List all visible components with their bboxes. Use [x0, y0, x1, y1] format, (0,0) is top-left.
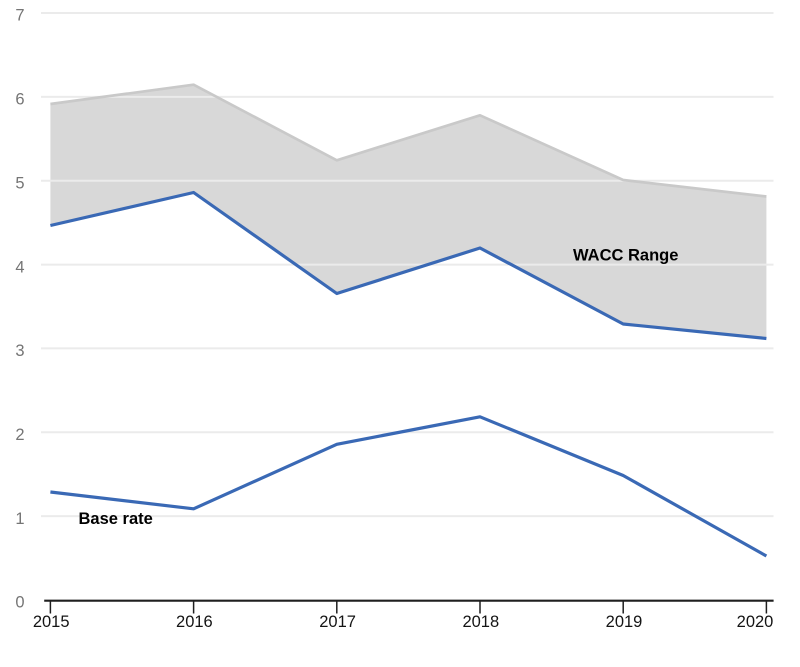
svg-text:2015: 2015	[33, 613, 70, 631]
svg-text:Base rate: Base rate	[79, 510, 153, 528]
svg-text:1: 1	[15, 510, 24, 528]
svg-text:2017: 2017	[319, 613, 356, 631]
svg-text:2018: 2018	[462, 613, 499, 631]
svg-text:4: 4	[15, 258, 24, 276]
svg-text:5: 5	[15, 174, 24, 192]
svg-text:6: 6	[15, 91, 24, 109]
svg-text:2019: 2019	[606, 613, 643, 631]
svg-text:0: 0	[15, 594, 24, 612]
svg-text:3: 3	[15, 342, 24, 360]
svg-text:2020: 2020	[737, 613, 774, 631]
svg-text:7: 7	[15, 7, 24, 25]
svg-text:2: 2	[15, 426, 24, 444]
svg-text:2016: 2016	[176, 613, 213, 631]
svg-text:WACC Range: WACC Range	[573, 246, 678, 264]
